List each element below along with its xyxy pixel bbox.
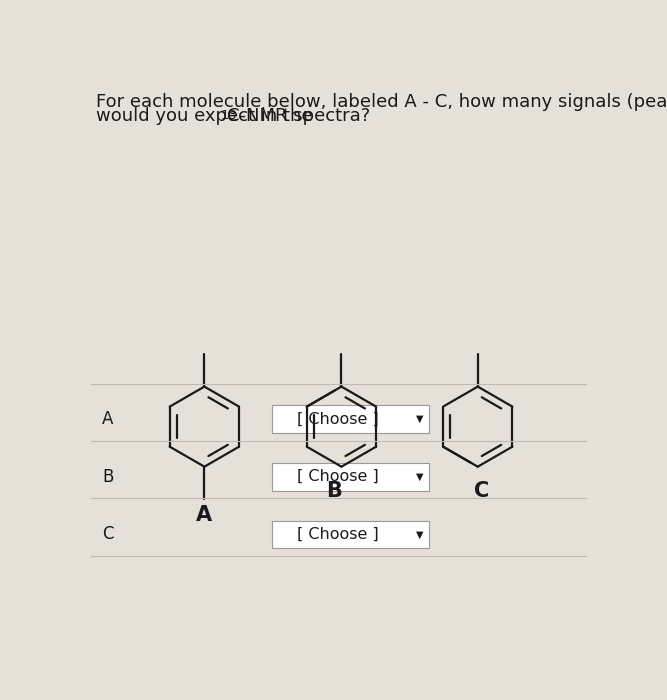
Text: C-NMR spectra?: C-NMR spectra? [227, 107, 370, 125]
Text: [ Choose ]: [ Choose ] [297, 412, 380, 426]
Text: 13: 13 [221, 108, 237, 122]
Text: ▼: ▼ [416, 472, 424, 482]
Text: A: A [196, 505, 213, 525]
FancyBboxPatch shape [272, 521, 430, 548]
Text: For each molecule below, labeled A - C, how many signals (peaks): For each molecule below, labeled A - C, … [96, 93, 667, 111]
Text: C: C [474, 480, 489, 500]
Text: [ Choose ]: [ Choose ] [297, 527, 380, 542]
Text: would you expect in the: would you expect in the [96, 107, 318, 125]
FancyBboxPatch shape [272, 405, 430, 433]
Text: C: C [102, 526, 113, 543]
Text: A: A [102, 410, 113, 428]
FancyBboxPatch shape [272, 463, 430, 491]
Text: ▼: ▼ [416, 414, 424, 424]
Text: B: B [325, 480, 342, 500]
Text: ▼: ▼ [416, 529, 424, 540]
Text: B: B [102, 468, 113, 486]
Text: [ Choose ]: [ Choose ] [297, 469, 380, 484]
